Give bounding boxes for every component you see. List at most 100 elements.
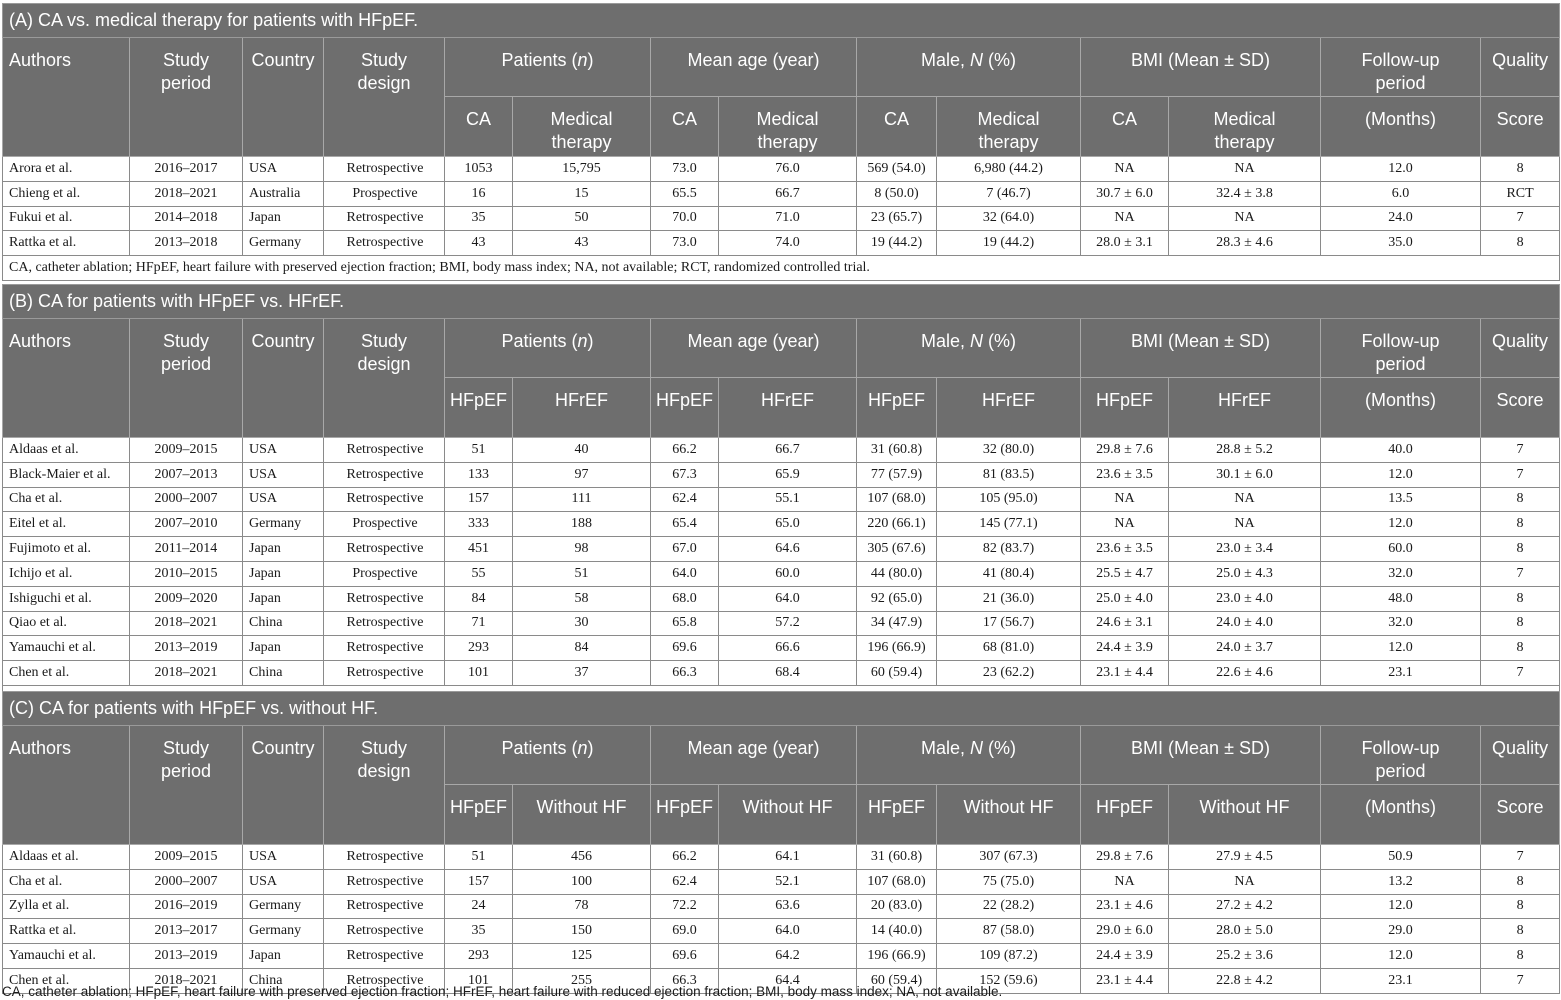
table-cell: 35: [444, 205, 513, 232]
table-c: (C) CA for patients with HFpEF vs. witho…: [1, 691, 1561, 994]
table-cell: 101: [444, 660, 513, 686]
table-cell: 69.6: [650, 635, 719, 662]
table-cell: 8: [1479, 156, 1561, 182]
table-cell: 19 (44.2): [856, 230, 937, 257]
table-cell: 65.5: [650, 180, 719, 207]
subheader-patients-group1: HFpEF: [444, 377, 513, 438]
table-cell: 29.0: [1320, 918, 1481, 945]
table-cell: 43: [444, 230, 513, 257]
table-cell: Prospective: [323, 180, 445, 207]
subheader-patients-group1: CA: [444, 96, 513, 157]
table-cell: 255: [512, 967, 651, 994]
subheader-bmi-group1: HFpEF: [1080, 784, 1169, 845]
subheader-score: Score: [1479, 96, 1561, 157]
table-cell: 81 (83.5): [936, 461, 1081, 488]
table-cell: Japan: [242, 560, 324, 587]
table-cell: Retrospective: [323, 893, 445, 920]
header-patients-close: ): [587, 331, 594, 351]
header-study-period: Study period: [129, 725, 243, 845]
table-cell: 50.9: [1320, 844, 1481, 870]
table-cell: 24.4 ± 3.9: [1080, 635, 1169, 662]
table-cell: 64.4: [718, 967, 857, 994]
table-cell: Retrospective: [323, 660, 445, 686]
table-cell: Arora et al.: [2, 156, 130, 182]
subheader-age-group1: HFpEF: [650, 784, 719, 845]
table-cell: 157: [444, 868, 513, 895]
table-cell: 63.6: [718, 893, 857, 920]
table-cell: NA: [1168, 156, 1321, 182]
subheader-score: Score: [1479, 784, 1561, 845]
table-cell: 2013–2019: [129, 635, 243, 662]
table-cell: 2013–2019: [129, 943, 243, 969]
table-cell: 2000–2007: [129, 486, 243, 513]
table-cell: 17 (56.7): [936, 610, 1081, 637]
table-cell: 51: [444, 844, 513, 870]
table-cell: Chen et al.: [2, 660, 130, 686]
table-cell: 65.4: [650, 511, 719, 538]
table-cell: 66.3: [650, 967, 719, 994]
table-cell: 62.4: [650, 486, 719, 513]
table-cell: Retrospective: [323, 230, 445, 257]
table-cell: 23.0 ± 3.4: [1168, 536, 1321, 562]
header-followup: Follow-up period: [1320, 318, 1481, 378]
table-cell: 82 (83.7): [936, 536, 1081, 562]
header-patients-label: Patients (: [501, 50, 578, 70]
table-row: Qiao et al. 2018–2021 China Retrospective 71…: [2, 610, 1561, 637]
header-male-label: Male,: [920, 738, 971, 758]
table-cell: 66.7: [718, 180, 857, 207]
table-cell: 75 (75.0): [936, 868, 1081, 895]
table-cell: 15: [512, 180, 651, 207]
subheader-patients-group1: HFpEF: [444, 784, 513, 845]
table-cell: 451: [444, 536, 513, 562]
table-row: Chen et al. 2018–2021 China Retrospective 10…: [2, 967, 1561, 994]
table-cell: 456: [512, 844, 651, 870]
table-cell: 32 (64.0): [936, 205, 1081, 232]
table-cell: NA: [1168, 868, 1321, 895]
table-cell: 58: [512, 585, 651, 612]
table-cell: 66.3: [650, 660, 719, 686]
table-cell: China: [242, 967, 324, 994]
header-patients-label: Patients (: [501, 738, 578, 758]
table-cell: Germany: [242, 230, 324, 257]
table-cell: Yamauchi et al.: [2, 635, 130, 662]
table-cell: 28.8 ± 5.2: [1168, 437, 1321, 463]
table-row: Cha et al. 2000–2007 USA Retrospective 157 10…: [2, 868, 1561, 895]
subheader-bmi-group2: HFrEF: [1168, 377, 1321, 438]
table-cell: 157: [444, 486, 513, 513]
table-cell: 2009–2015: [129, 437, 243, 463]
table-cell: 34 (47.9): [856, 610, 937, 637]
table-row: Fukui et al. 2014–2018 Japan Retrospective 3…: [2, 205, 1561, 232]
table-cell: 29.0 ± 6.0: [1080, 918, 1169, 945]
table-cell: NA: [1080, 156, 1169, 182]
subheader-male-group2: Medical therapy: [936, 96, 1081, 157]
table-cell: 13.2: [1320, 868, 1481, 895]
table-cell: 64.0: [650, 560, 719, 587]
table-cell: 66.6: [718, 635, 857, 662]
table-cell: 31 (60.8): [856, 437, 937, 463]
table-row: Rattka et al. 2013–2017 Germany Retrospecti…: [2, 918, 1561, 945]
table-footnote: CA, catheter ablation; HFpEF, heart fail…: [1, 255, 1561, 281]
table-row: Ichijo et al. 2010–2015 Japan Prospective 55…: [2, 560, 1561, 587]
table-cell: 37: [512, 660, 651, 686]
table-cell: 8: [1479, 893, 1561, 920]
header-patients-n: n: [577, 50, 588, 70]
table-cell: 98: [512, 536, 651, 562]
header-patients-close: ): [587, 738, 594, 758]
table-cell: 2018–2021: [129, 610, 243, 637]
table-cell: 21 (36.0): [936, 585, 1081, 612]
table-cell: 28.3 ± 4.6: [1168, 230, 1321, 257]
table-cell: 12.0: [1320, 156, 1481, 182]
header-bmi: BMI (Mean ± SD): [1080, 37, 1321, 97]
table-cell: 8: [1479, 486, 1561, 513]
table-cell: 8 (50.0): [856, 180, 937, 207]
table-cell: Zylla et al.: [2, 893, 130, 920]
table-caption: (A) CA vs. medical therapy for patients …: [1, 3, 1561, 38]
table-cell: Cha et al.: [2, 486, 130, 513]
header-quality: Quality: [1479, 318, 1561, 378]
table-cell: 7 (46.7): [936, 180, 1081, 207]
table-row: Arora et al. 2016–2017 USA Retrospective 105…: [2, 156, 1561, 182]
table-cell: NA: [1080, 511, 1169, 538]
subheader-male-group1: HFpEF: [856, 784, 937, 845]
table-cell: NA: [1080, 486, 1169, 513]
